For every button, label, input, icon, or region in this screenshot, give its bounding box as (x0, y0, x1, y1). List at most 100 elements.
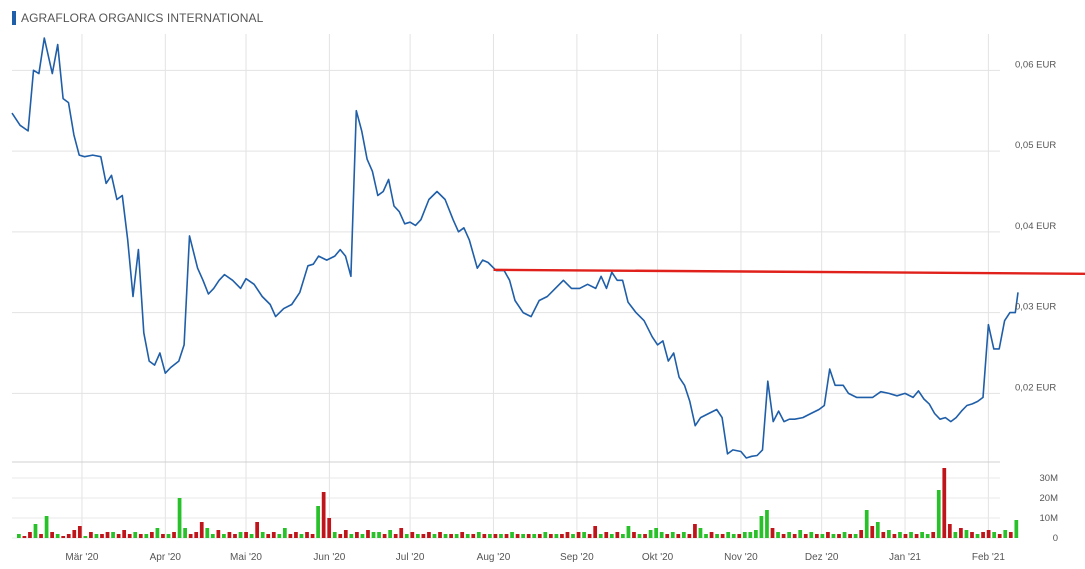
volume-bar (814, 534, 819, 538)
volume-bar (127, 534, 132, 538)
volume-bar (282, 528, 287, 538)
volume-bar (781, 534, 786, 538)
volume-bar (238, 532, 243, 538)
volume-bar (842, 532, 847, 538)
volume-bar (792, 534, 797, 538)
volume-bar (149, 532, 154, 538)
volume-bar (942, 468, 947, 538)
x-tick-label: Sep '20 (560, 552, 594, 563)
volume-bar (399, 528, 404, 538)
volume-bar (216, 530, 221, 538)
volume-bar (809, 532, 814, 538)
volume-bar (532, 534, 537, 538)
volume-bar (715, 534, 719, 538)
volume-bar (465, 534, 470, 538)
volume-bar (820, 534, 825, 538)
volume-bar (964, 530, 969, 538)
volume-bar (310, 534, 315, 538)
volume-bar (321, 492, 326, 538)
y-tick-label: 0,04 EUR (1015, 221, 1056, 232)
volume-bar (571, 534, 575, 538)
volume-bar (560, 534, 564, 538)
volume-bar (499, 534, 503, 538)
volume-bar (754, 530, 758, 538)
volume-bar (704, 534, 708, 538)
volume-bar (986, 530, 991, 538)
resistance-line (493, 268, 1085, 275)
volume-bar (244, 532, 248, 538)
x-tick-label: Feb '21 (972, 552, 1005, 563)
volume-bar (798, 530, 803, 538)
volume-bar (199, 522, 204, 538)
volume-bar (670, 532, 675, 538)
volume-bar (1014, 520, 1019, 538)
volume-bar (576, 532, 581, 538)
volume-bar (39, 534, 43, 538)
volume-bar (449, 534, 453, 538)
volume-bar (875, 522, 880, 538)
x-tick-label: Mär '20 (65, 552, 98, 563)
volume-bar (166, 534, 171, 538)
volume-bar (343, 530, 348, 538)
volume-bar (260, 532, 265, 538)
volume-bar (848, 534, 852, 538)
y-tick-label: 0,06 EUR (1015, 59, 1056, 70)
volume-bar (681, 532, 686, 538)
volume-bar (981, 532, 985, 538)
volume-bar (476, 532, 481, 538)
volume-bar (205, 528, 210, 538)
volume-bar (222, 534, 226, 538)
volume-bar (748, 532, 753, 538)
volume-bar (765, 510, 769, 538)
volume-tick-label: 20M (1040, 493, 1059, 504)
volume-bar (770, 528, 775, 538)
volume-bar (803, 534, 808, 538)
volume-bar (50, 532, 54, 538)
volume-bar (537, 534, 542, 538)
volume-bar (332, 532, 337, 538)
volume-bar (975, 534, 980, 538)
volume-bar (421, 534, 426, 538)
volume-bar (892, 534, 897, 538)
volume-bar (864, 510, 869, 538)
volume-bar (122, 530, 127, 538)
volume-bar (138, 534, 143, 538)
volume-bar (515, 534, 520, 538)
volume-bar (698, 528, 703, 538)
volume-bar (898, 532, 902, 538)
volume-bar (349, 534, 354, 538)
volume-bar (116, 534, 121, 538)
volume-bar (83, 536, 88, 538)
volume-bar (665, 534, 670, 538)
volume-bar (997, 534, 1002, 538)
volume-bar (338, 534, 343, 538)
volume-bar (565, 532, 570, 538)
volume-bar (105, 532, 110, 538)
volume-bar (61, 536, 66, 538)
volume-bar (493, 534, 498, 538)
volume-bar (89, 532, 93, 538)
volume-bar (33, 524, 38, 538)
volume-bar (726, 532, 731, 538)
volume-bar (210, 534, 215, 538)
volume-bar (438, 532, 442, 538)
volume-bar (687, 534, 692, 538)
volume-bar (737, 534, 742, 538)
volume-bar (859, 530, 864, 538)
volume-bar (360, 534, 365, 538)
volume-bar (654, 528, 659, 538)
volume-bar (903, 534, 908, 538)
volume-bar (914, 534, 919, 538)
volume-bar (155, 528, 160, 538)
volume-bar (255, 522, 260, 538)
volume-bar (299, 534, 304, 538)
volume-bar (621, 534, 625, 538)
chart-title-text: AGRAFLORA ORGANICS INTERNATIONAL (21, 11, 264, 25)
grid (12, 34, 1000, 539)
volume-bar (920, 532, 924, 538)
volume-bar (22, 536, 27, 538)
volume-bar (144, 534, 149, 538)
volume-bar (233, 534, 237, 538)
volume-bar (1008, 532, 1013, 538)
